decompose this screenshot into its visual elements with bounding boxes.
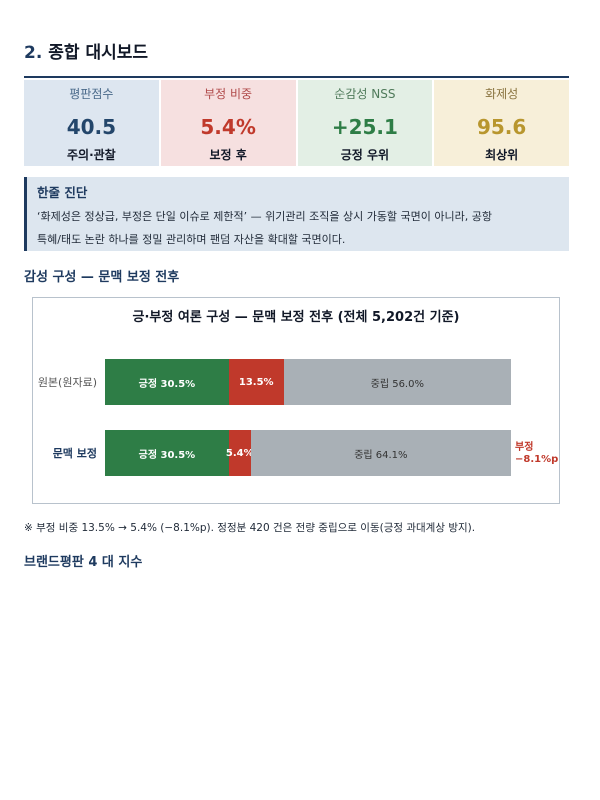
next-subsection-title: 브랜드평판 4 대 지수 bbox=[24, 555, 143, 570]
diagnosis-line: 특혜/태도 논란 하나를 정밀 관리하며 팬덤 자산을 확대할 국면이다. bbox=[37, 233, 346, 246]
section-title-text: 종합 대시보드 bbox=[48, 43, 149, 63]
bar-segment-positive: 긍정 30.5% bbox=[105, 430, 229, 476]
diagnosis-body: ‘화제성은 정상급, 부정은 단일 이슈로 제한적’ — 위기관리 조직을 상시… bbox=[37, 205, 559, 251]
bar-segment-neutral: 중립 56.0% bbox=[283, 359, 511, 405]
bar-data-label: 중립 64.1% bbox=[354, 449, 408, 461]
bar-segment-negative: 13.5% bbox=[228, 359, 284, 405]
kpi-label: 부정 비중 bbox=[204, 87, 253, 101]
kpi-label: 평판점수 bbox=[69, 87, 114, 101]
section-title: 2. 종합 대시보드 bbox=[24, 38, 148, 63]
bar-segment-negative: 5.4% bbox=[225, 430, 254, 476]
title-divider bbox=[24, 76, 569, 78]
kpi-value: 95.6 bbox=[476, 115, 527, 139]
kpi-reputation-score: 평판점수 40.5 주의·관찰 bbox=[24, 80, 159, 166]
kpi-value: 40.5 bbox=[66, 115, 117, 139]
kpi-row: 평판점수 40.5 주의·관찰 부정 비중 5.4% 보정 후 순감성 NSS … bbox=[24, 80, 569, 166]
bar-data-label: 5.4% bbox=[225, 447, 254, 459]
sentiment-chart: 긍·부정 여론 구성 — 문맥 보정 전후 (전체 5,202건 기준) 원본(… bbox=[32, 297, 560, 504]
footnote: ※ 부정 비중 13.5% → 5.4% (−8.1%p). 정정분 420 건… bbox=[24, 522, 476, 534]
subsection-title: 감성 구성 — 문맥 보정 전후 bbox=[24, 270, 180, 285]
diagnosis-callout: 한줄 진단 ‘화제성은 정상급, 부정은 단일 이슈로 제한적’ — 위기관리 … bbox=[24, 177, 569, 251]
kpi-nss: 순감성 NSS +25.1 긍정 우위 bbox=[295, 80, 433, 166]
category-label: 원본(원자료) bbox=[37, 376, 97, 389]
kpi-buzz: 화제성 95.6 최상위 bbox=[432, 80, 569, 166]
kpi-sub: 최상위 bbox=[485, 148, 519, 162]
chart-title: 긍·부정 여론 구성 — 문맥 보정 전후 (전체 5,202건 기준) bbox=[132, 310, 460, 325]
kpi-negative-share: 부정 비중 5.4% 보정 후 bbox=[158, 80, 296, 166]
kpi-sub: 긍정 우위 bbox=[340, 148, 390, 162]
category-label: 문맥 보정 bbox=[52, 447, 97, 460]
bar-segment-positive: 긍정 30.5% bbox=[105, 359, 229, 405]
diagnosis-heading: 한줄 진단 bbox=[37, 185, 88, 200]
delta-annotation-line: −8.1%p bbox=[515, 454, 559, 465]
delta-annotation: 부정 −8.1%p bbox=[515, 442, 558, 466]
kpi-label: 화제성 bbox=[485, 87, 519, 101]
kpi-value: +25.1 bbox=[331, 115, 398, 139]
bar-data-label: 중립 56.0% bbox=[370, 378, 424, 390]
diagnosis-line: ‘화제성은 정상급, 부정은 단일 이슈로 제한적’ — 위기관리 조직을 상시… bbox=[37, 210, 492, 223]
bar-data-label: 긍정 30.5% bbox=[138, 378, 196, 390]
kpi-label: 순감성 NSS bbox=[334, 87, 396, 101]
bar-data-label: 13.5% bbox=[238, 376, 274, 388]
section-number: 2. bbox=[24, 43, 43, 63]
kpi-sub: 주의·관찰 bbox=[67, 148, 116, 162]
kpi-sub: 보정 후 bbox=[209, 148, 247, 162]
bar-data-label: 긍정 30.5% bbox=[138, 449, 196, 461]
kpi-value: 5.4% bbox=[200, 115, 256, 139]
delta-annotation-line: 부정 bbox=[515, 442, 534, 453]
bar-segment-neutral: 중립 64.1% bbox=[250, 430, 511, 476]
